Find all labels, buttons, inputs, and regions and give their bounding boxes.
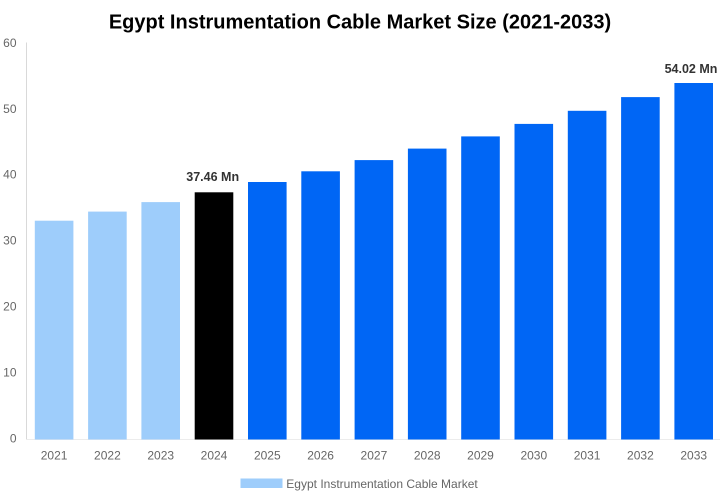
svg-text:10: 10 (3, 365, 17, 379)
svg-text:2030: 2030 (520, 449, 547, 463)
svg-text:2027: 2027 (361, 449, 388, 463)
svg-text:30: 30 (3, 234, 17, 248)
svg-text:2024: 2024 (201, 449, 228, 463)
svg-text:2023: 2023 (147, 449, 174, 463)
svg-text:2029: 2029 (467, 449, 494, 463)
svg-text:Egypt Instrumentation Cable Ma: Egypt Instrumentation Cable Market Size … (109, 11, 611, 33)
svg-text:0: 0 (10, 431, 17, 445)
svg-text:2026: 2026 (307, 449, 334, 463)
svg-text:2022: 2022 (94, 449, 121, 463)
svg-text:20: 20 (3, 300, 17, 314)
svg-text:2025: 2025 (254, 449, 281, 463)
svg-text:54.02 Mn: 54.02 Mn (665, 62, 718, 76)
svg-text:60: 60 (3, 36, 17, 50)
svg-text:40: 40 (3, 168, 17, 182)
svg-text:37.46 Mn: 37.46 Mn (186, 170, 239, 184)
svg-text:2032: 2032 (627, 449, 654, 463)
svg-text:Egypt Instrumentation Cable Ma: Egypt Instrumentation Cable Market (286, 477, 478, 491)
svg-text:50: 50 (3, 102, 17, 116)
svg-text:2021: 2021 (41, 449, 68, 463)
svg-text:2031: 2031 (574, 449, 601, 463)
svg-text:2028: 2028 (414, 449, 441, 463)
svg-text:2033: 2033 (680, 449, 707, 463)
